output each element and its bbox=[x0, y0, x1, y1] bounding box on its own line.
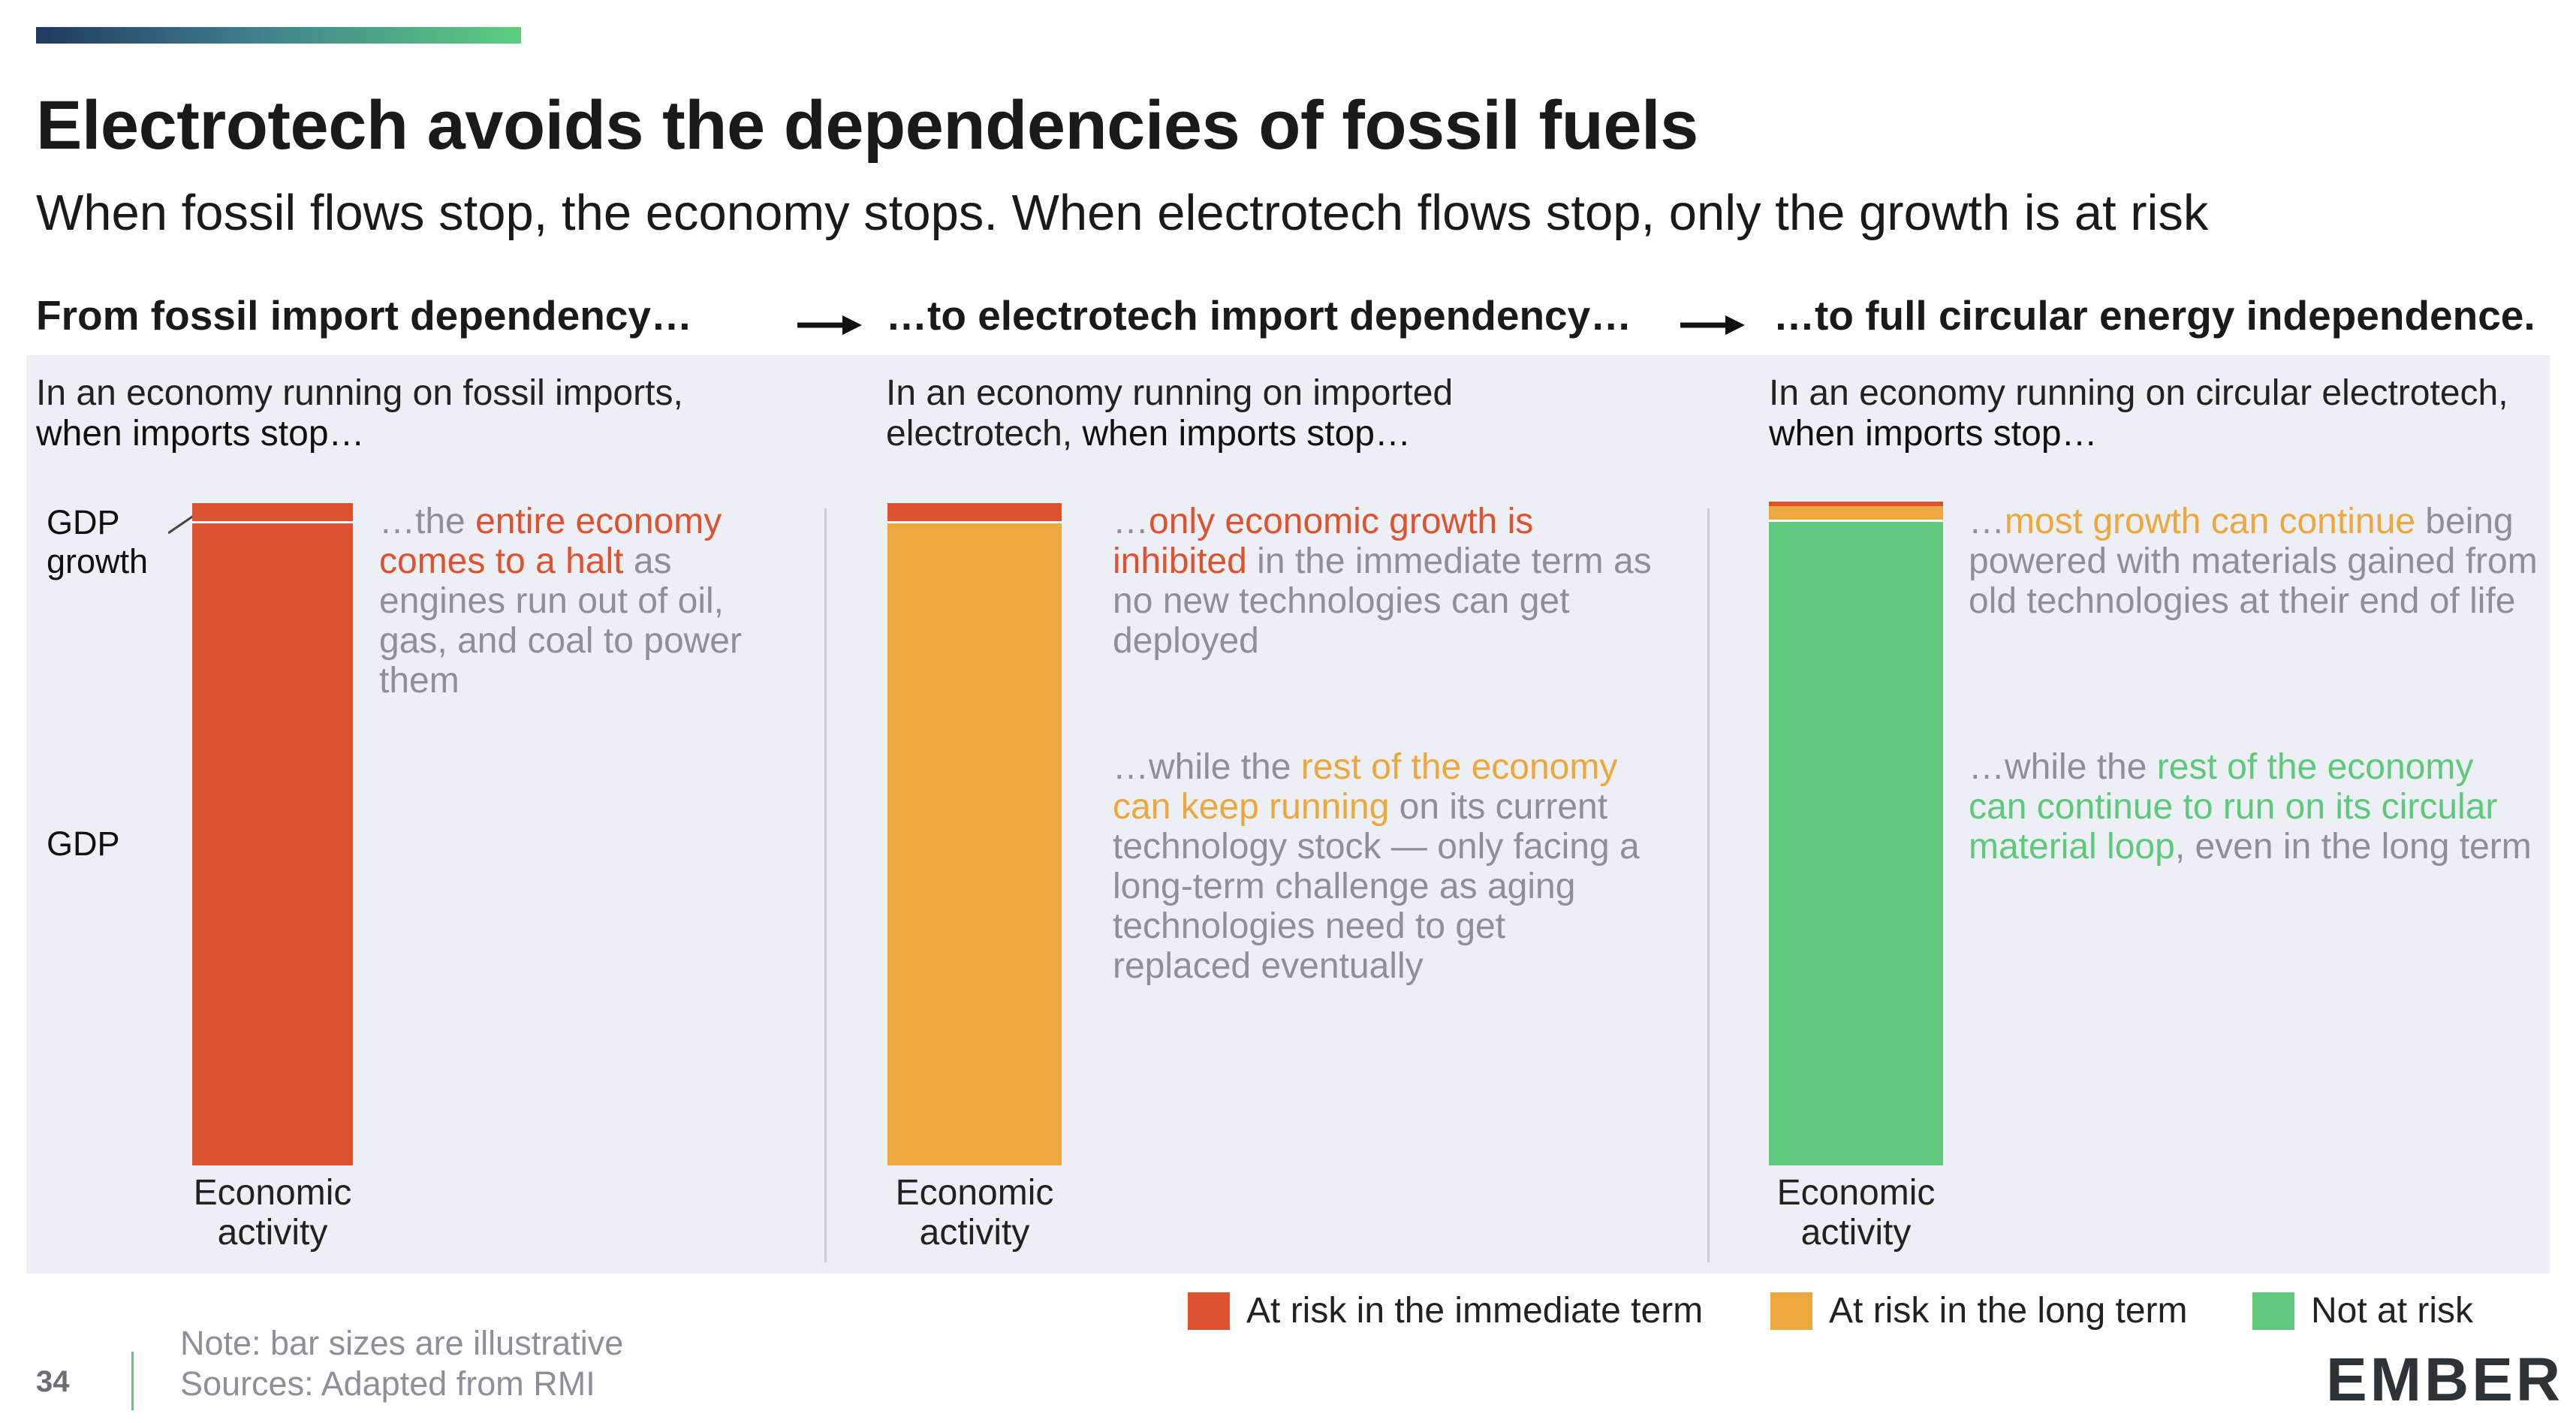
y-label-gdp: GDP bbox=[47, 825, 120, 863]
y-label-gdp-growth: GDP growth bbox=[47, 503, 149, 580]
ember-logo: EMBER bbox=[2326, 1346, 2564, 1414]
arrow-right-icon bbox=[1680, 315, 1745, 335]
bar-segment-gdp bbox=[192, 523, 353, 1165]
footer-divider bbox=[131, 1352, 134, 1410]
intro-text-electrotech: In an economy running on imported electr… bbox=[886, 373, 1454, 454]
description-fossil: …the entire economy comes to a halt as e… bbox=[379, 502, 742, 701]
legend-swatch bbox=[2252, 1292, 2294, 1330]
legend-swatch bbox=[1770, 1292, 1812, 1330]
bar-segment-divider bbox=[192, 521, 353, 523]
bar-segment-gdp bbox=[887, 523, 1062, 1165]
footer-notes: Note: bar sizes are illustrative Sources… bbox=[180, 1324, 624, 1403]
description-electrotech-economy: …while the rest of the economy can keep … bbox=[1113, 747, 1640, 986]
bar-segment-growth bbox=[887, 503, 1062, 521]
intro-text-fossil: In an economy running on fossil imports,… bbox=[36, 373, 683, 454]
bar-segment-divider bbox=[1769, 520, 1943, 522]
header-accent-bar bbox=[36, 27, 521, 44]
x-label-economic-activity: Economic activity bbox=[193, 1173, 352, 1253]
description-circular-growth: …most growth can continue being powered … bbox=[1969, 502, 2538, 621]
bar-segment-top bbox=[1769, 502, 1943, 506]
legend-item-immediate: At risk in the immediate term bbox=[1188, 1290, 1703, 1331]
bar-segment-gdp bbox=[1769, 522, 1943, 1165]
column-heading-electrotech: …to electrotech import dependency… bbox=[886, 292, 1632, 339]
bar-electrotech-economy bbox=[887, 503, 1062, 1165]
column-separator bbox=[824, 508, 827, 1262]
bar-segment-divider bbox=[887, 521, 1062, 523]
x-label-economic-activity: Economic activity bbox=[895, 1173, 1054, 1253]
gdp-growth-pointer bbox=[168, 512, 197, 535]
page-number: 34 bbox=[36, 1365, 70, 1398]
column-separator bbox=[1707, 508, 1710, 1262]
bar-segment-growth bbox=[1769, 506, 1943, 520]
description-electrotech-growth: …only economic growth is inhibited in th… bbox=[1113, 502, 1652, 661]
diagram-panel bbox=[26, 355, 2550, 1274]
description-circular-economy: …while the rest of the economy can conti… bbox=[1969, 747, 2532, 867]
legend-item-long-term: At risk in the long term bbox=[1770, 1290, 2188, 1331]
legend-swatch bbox=[1188, 1292, 1230, 1330]
bar-fossil-economy bbox=[192, 503, 353, 1165]
bar-circular-economy bbox=[1769, 502, 1943, 1165]
legend-item-not-at-risk: Not at risk bbox=[2252, 1290, 2473, 1331]
bar-segment-growth bbox=[192, 503, 353, 521]
page-subtitle: When fossil flows stop, the economy stop… bbox=[36, 185, 2209, 241]
page-title: Electrotech avoids the dependencies of f… bbox=[36, 87, 1698, 164]
x-label-economic-activity: Economic activity bbox=[1776, 1173, 1936, 1253]
column-heading-fossil: From fossil import dependency… bbox=[36, 292, 693, 339]
column-heading-circular: …to full circular energy independence. bbox=[1773, 292, 2535, 339]
arrow-right-icon bbox=[797, 315, 862, 335]
intro-text-circular: In an economy running on circular electr… bbox=[1769, 373, 2508, 454]
